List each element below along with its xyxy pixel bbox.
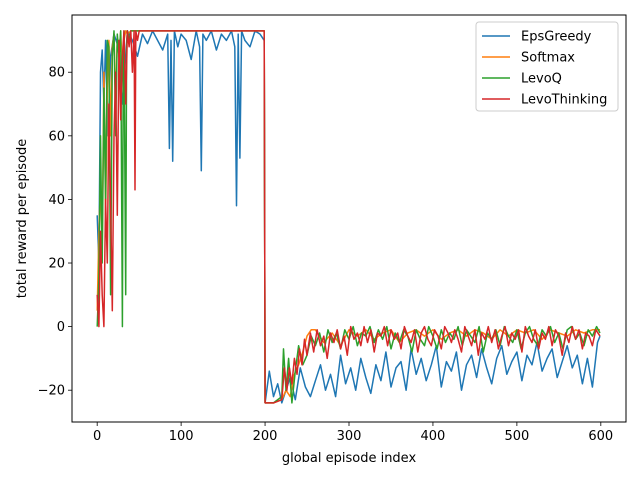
y-tick-label: 20: [48, 257, 65, 272]
y-tick-label: 40: [48, 193, 65, 208]
x-tick-label: 300: [337, 429, 362, 444]
x-tick-label: 500: [504, 429, 529, 444]
legend: EpsGreedy Softmax LevoQ LevoThinking: [475, 21, 619, 112]
legend-label-epsgreedy: EpsGreedy: [521, 30, 592, 45]
x-tick-label: 600: [588, 429, 613, 444]
y-tick-label: 0: [57, 320, 65, 335]
y-axis-label: total reward per episode: [15, 139, 30, 299]
legend-box: [475, 21, 619, 112]
x-axis-label: global episode index: [282, 451, 417, 466]
y-axis-ticks: −20 0 20 40 60 80: [38, 66, 72, 399]
series-line-levothinking: [96, 30, 601, 404]
x-axis-ticks: 0 100 200 300 400 500 600: [93, 422, 613, 444]
y-tick-label: −20: [38, 384, 65, 399]
legend-label-levoq: LevoQ: [521, 72, 562, 87]
series-line-epsgreedy: [96, 30, 601, 404]
x-tick-label: 200: [253, 429, 278, 444]
legend-label-softmax: Softmax: [521, 51, 575, 66]
x-tick-label: 400: [421, 429, 446, 444]
x-tick-label: 100: [169, 429, 194, 444]
x-tick-label: 0: [93, 429, 101, 444]
y-tick-label: 80: [48, 66, 65, 81]
series-layer: [96, 30, 601, 404]
y-tick-label: 60: [48, 129, 65, 144]
legend-label-levothinking: LevoThinking: [521, 93, 607, 108]
